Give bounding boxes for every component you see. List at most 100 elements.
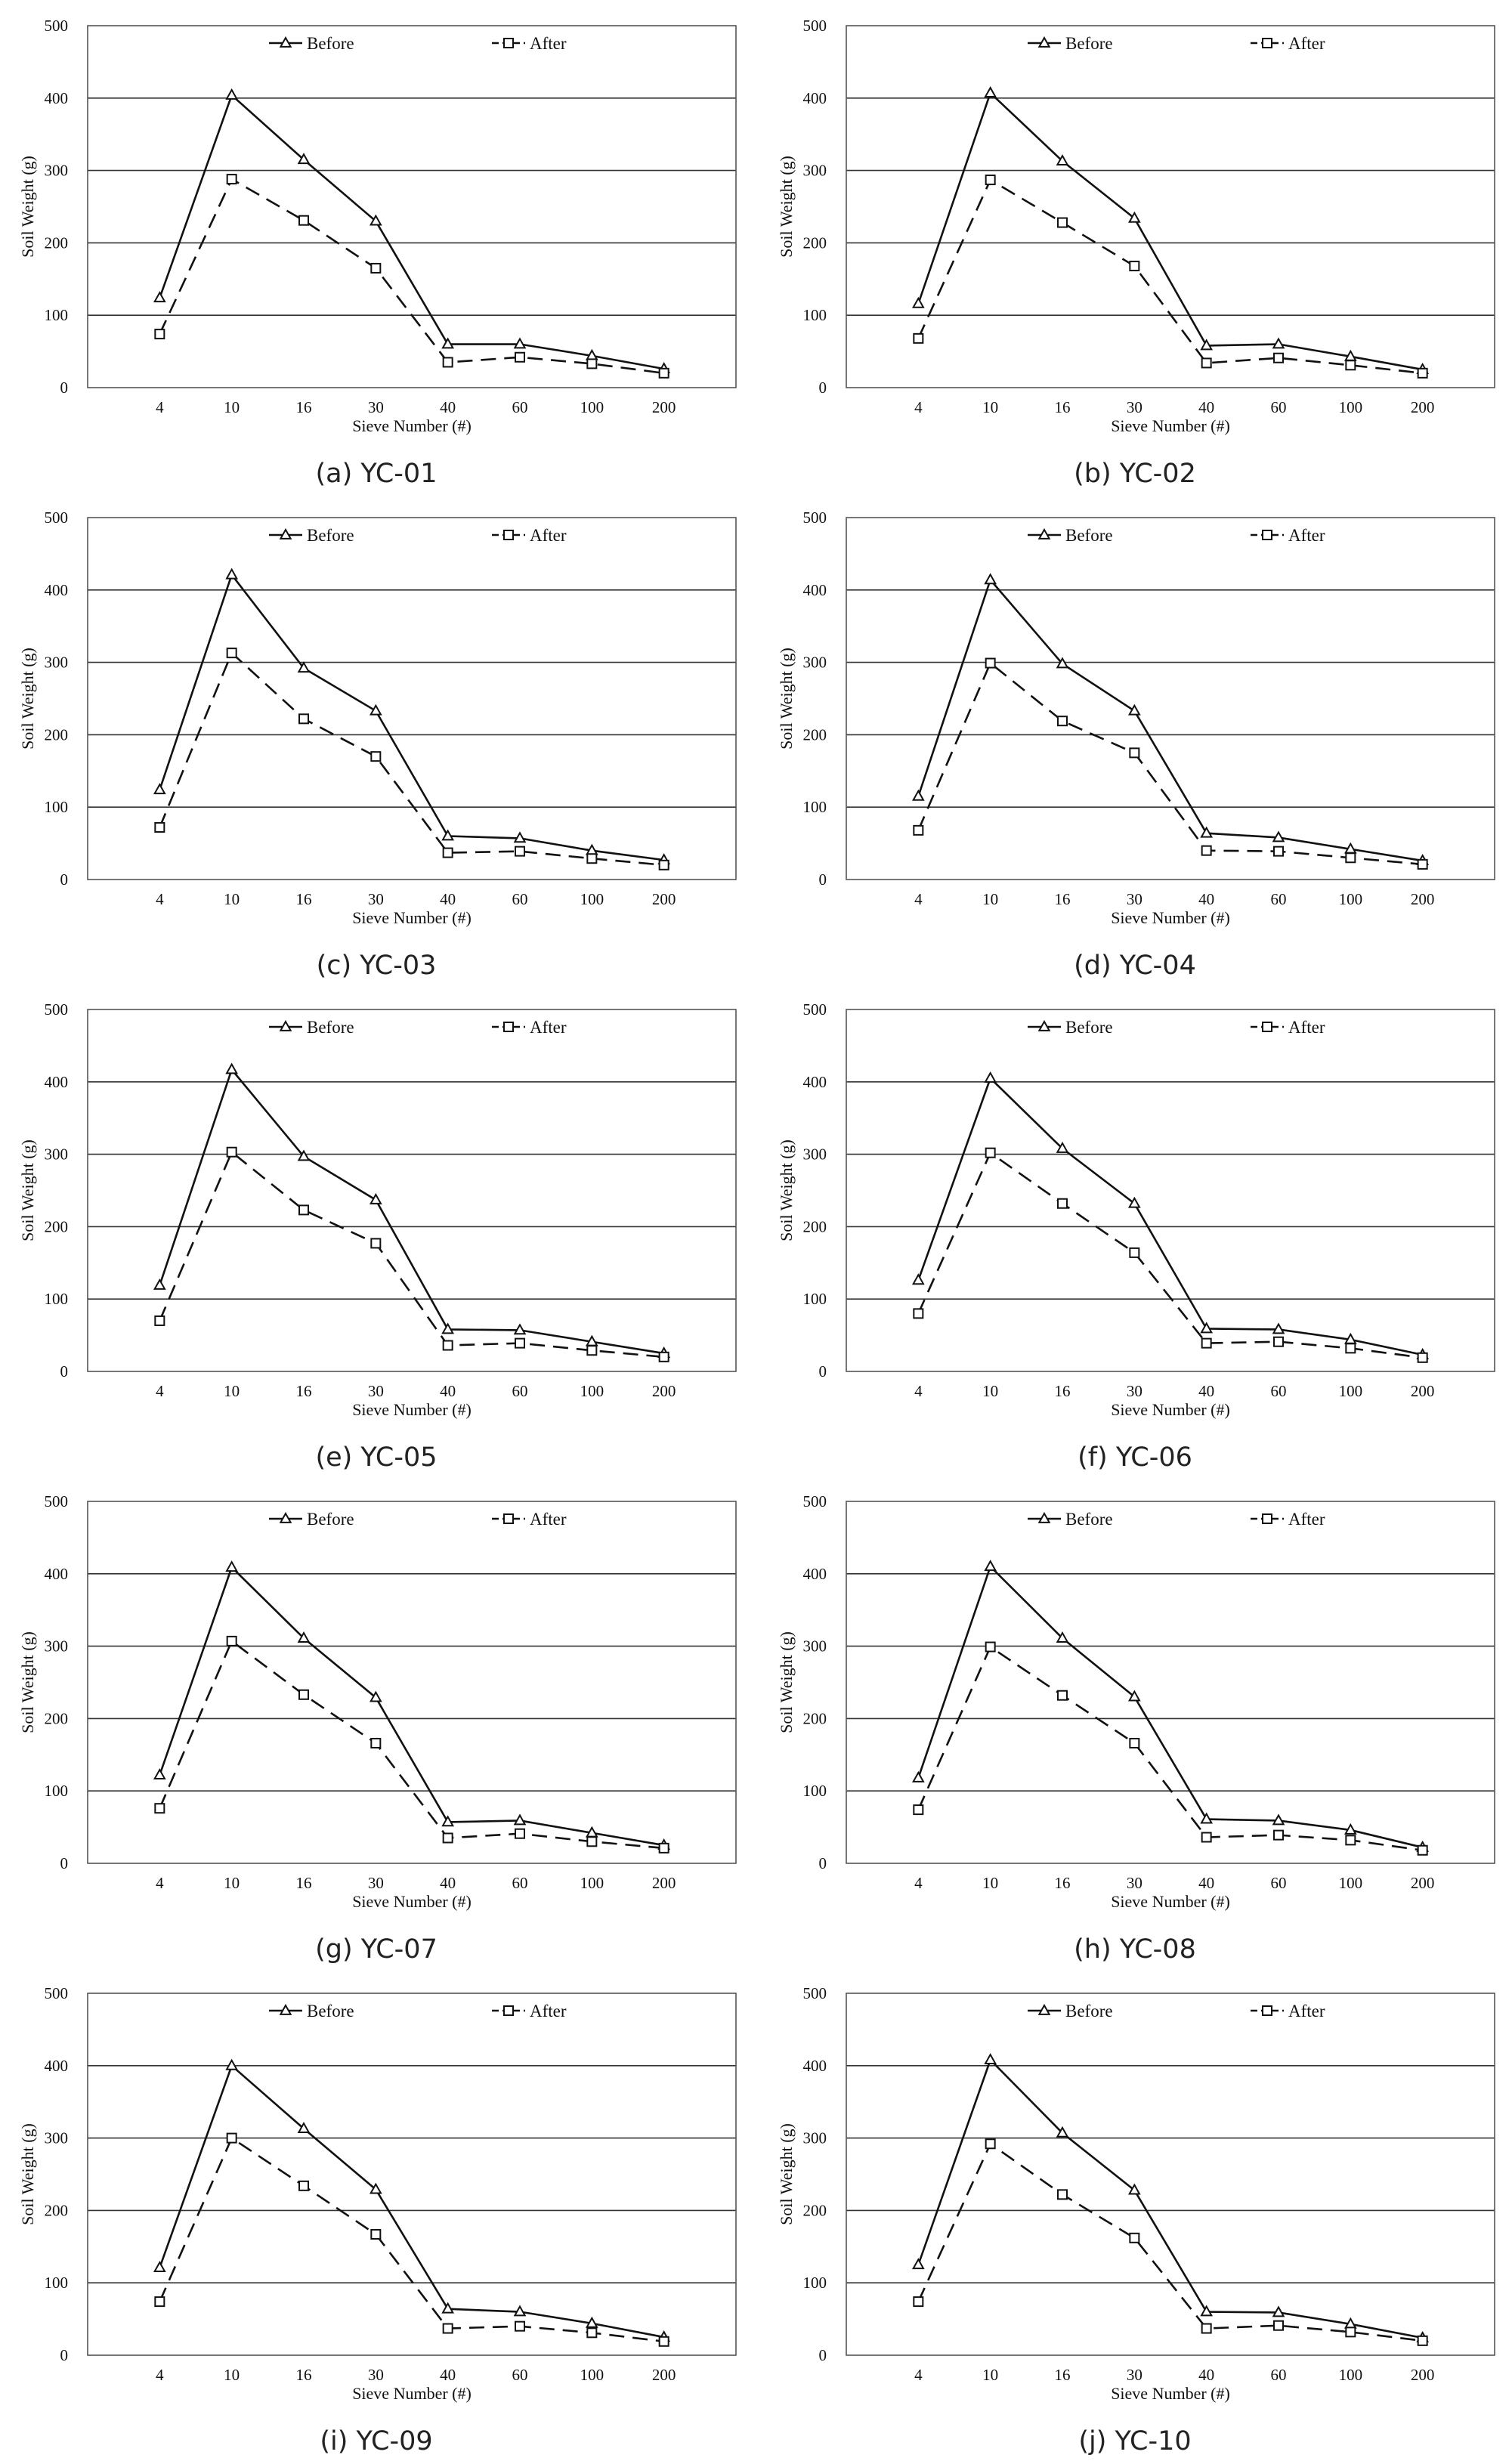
data-point-before — [911, 2258, 925, 2270]
x-tick-label: 4 — [156, 1874, 164, 1892]
y-axis-label: Soil Weight (g) — [18, 648, 37, 750]
x-tick-label: 30 — [368, 1382, 384, 1400]
data-point-before — [1272, 1322, 1285, 1334]
plot-frame — [846, 517, 1495, 880]
y-axis-label: Soil Weight (g) — [18, 2123, 37, 2225]
legend-marker-before — [279, 1511, 292, 1523]
data-point-after — [913, 332, 924, 344]
data-point-before — [513, 1323, 527, 1335]
data-point-after — [1057, 1690, 1068, 1701]
data-point-before — [369, 1192, 382, 1204]
plot-frame — [846, 1993, 1495, 2356]
data-point-after — [370, 1737, 382, 1748]
data-point-before — [153, 291, 166, 303]
panel-caption: (c) YC-03 — [317, 951, 437, 981]
x-tick-label: 16 — [1055, 890, 1071, 908]
plot-frame — [846, 1501, 1495, 1864]
chart-panel: 0 100 200 300 400 500 4 10 16 30 40 60 100 200 Sieve N… — [18, 509, 737, 981]
x-tick-label: 40 — [440, 1382, 456, 1400]
legend-label-after: After — [1288, 34, 1325, 53]
x-tick-label: 200 — [1411, 1874, 1435, 1892]
legend-label-after: After — [1288, 526, 1325, 545]
data-point-after — [298, 215, 309, 226]
data-point-before — [153, 1278, 166, 1290]
data-point-after — [586, 2327, 598, 2339]
data-point-after — [1345, 360, 1356, 371]
x-tick-label: 16 — [296, 890, 312, 908]
data-point-after — [515, 846, 525, 857]
x-tick-label: 200 — [652, 890, 676, 908]
x-tick-label: 30 — [1127, 398, 1143, 416]
x-tick-label: 16 — [296, 1874, 312, 1892]
legend-label-before: Before — [307, 34, 354, 53]
data-point-before — [441, 337, 455, 349]
data-point-after — [1201, 1337, 1212, 1349]
legend-marker-before — [279, 36, 292, 48]
x-tick-label: 10 — [982, 2366, 998, 2384]
y-tick-label: 0 — [60, 379, 69, 397]
chart-panel: 0 100 200 300 400 500 4 10 16 30 40 60 100 200 Sieve N… — [18, 1984, 737, 2456]
legend-marker-before — [1037, 1019, 1051, 1031]
x-tick-label: 100 — [580, 1874, 604, 1892]
data-point-after — [985, 1641, 996, 1653]
x-tick-label: 60 — [512, 890, 528, 908]
y-tick-label: 300 — [45, 1637, 69, 1656]
data-point-after — [913, 824, 924, 836]
data-point-after — [226, 1635, 237, 1646]
data-point-after — [370, 2229, 382, 2240]
data-point-after — [1129, 1247, 1140, 1258]
data-point-after — [913, 1804, 924, 1816]
panel-caption: (d) YC-04 — [1074, 951, 1196, 981]
series-line-after — [917, 2142, 1423, 2342]
data-point-before — [369, 1690, 382, 1702]
x-axis-label: Sieve Number (#) — [352, 1400, 472, 1419]
y-tick-label: 500 — [803, 17, 827, 35]
series-line-before — [159, 2064, 664, 2339]
panel-caption: (a) YC-01 — [316, 459, 438, 489]
x-tick-label: 10 — [982, 1874, 998, 1892]
y-tick-label: 500 — [803, 1000, 827, 1019]
data-point-after — [658, 859, 669, 870]
legend-label-after: After — [1288, 1510, 1325, 1529]
x-tick-label: 100 — [1339, 890, 1363, 908]
data-point-after — [442, 1832, 453, 1844]
x-tick-label: 10 — [224, 2366, 240, 2384]
y-axis-label: Soil Weight (g) — [777, 1139, 796, 1241]
x-tick-label: 100 — [580, 2366, 604, 2384]
series-line-before — [159, 1565, 664, 1847]
x-tick-label: 16 — [1055, 398, 1071, 416]
data-point-after — [370, 262, 382, 274]
x-tick-label: 60 — [512, 2366, 528, 2384]
y-tick-label: 0 — [819, 1854, 827, 1872]
legend-label-before: Before — [1065, 526, 1113, 545]
data-point-after — [1417, 2335, 1428, 2346]
y-tick-label: 400 — [45, 1565, 69, 1583]
y-tick-label: 400 — [803, 1565, 827, 1583]
y-tick-label: 200 — [803, 2201, 827, 2219]
data-point-before — [297, 2122, 311, 2134]
x-tick-label: 200 — [1411, 398, 1435, 416]
legend-marker-after — [1262, 530, 1272, 540]
chart-panel: 0 100 200 300 400 500 4 10 16 30 40 60 100 200 Sieve N… — [777, 1984, 1495, 2456]
data-point-before — [984, 86, 997, 97]
y-tick-label: 500 — [803, 1984, 827, 2002]
data-point-after — [586, 358, 598, 369]
data-point-after — [226, 174, 237, 185]
data-point-after — [1057, 716, 1068, 727]
data-point-before — [441, 2302, 455, 2314]
y-tick-label: 0 — [60, 1854, 69, 1872]
data-point-after — [442, 2323, 453, 2334]
x-tick-label: 4 — [156, 2366, 164, 2384]
legend-label-after: After — [530, 1510, 567, 1529]
data-point-before — [513, 2305, 527, 2317]
data-point-before — [1200, 1322, 1214, 1334]
y-tick-label: 400 — [803, 2057, 827, 2075]
series-line-before — [917, 1076, 1423, 1356]
data-point-after — [1273, 1336, 1284, 1347]
y-tick-label: 100 — [803, 798, 827, 816]
data-point-after — [154, 822, 165, 833]
y-tick-label: 200 — [803, 1709, 827, 1727]
legend-label-before: Before — [307, 2002, 354, 2020]
x-tick-label: 40 — [1198, 1874, 1214, 1892]
